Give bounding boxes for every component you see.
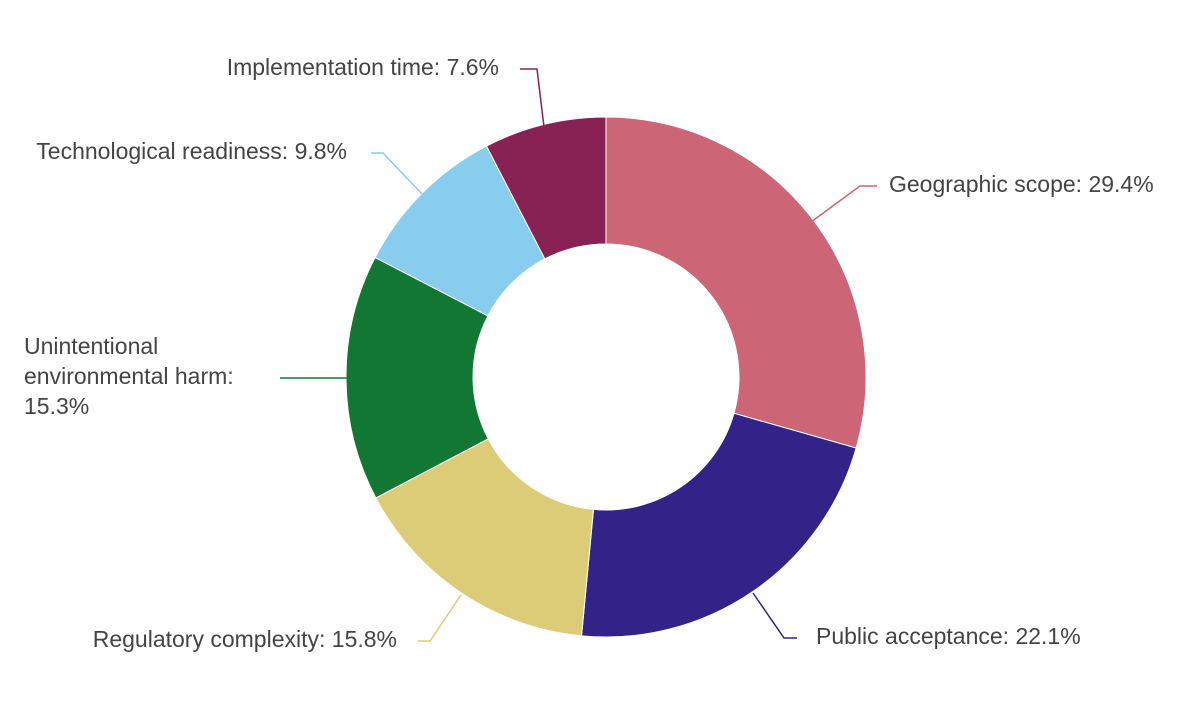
leader-line-regulatory-complexity bbox=[418, 594, 462, 642]
slice-geographic-scope[interactable] bbox=[605, 116, 867, 449]
leader-line-geographic-scope bbox=[810, 185, 877, 223]
leader-line-technological-readiness bbox=[371, 152, 423, 195]
label-technological-readiness: Technological readiness: 9.8% bbox=[36, 138, 347, 164]
label-implementation-time: Implementation time: 7.6% bbox=[227, 54, 499, 80]
slice-public-acceptance[interactable] bbox=[580, 412, 857, 638]
slice-regulatory-complexity[interactable] bbox=[375, 438, 595, 637]
slices-layer bbox=[345, 116, 867, 638]
slice-unintentional-environmental-harm[interactable] bbox=[345, 256, 489, 499]
leader-lines-layer bbox=[280, 68, 877, 642]
leader-line-implementation-time bbox=[520, 68, 545, 128]
labels-layer: Geographic scope: 29.4% Public acceptance… bbox=[24, 54, 1154, 652]
label-geographic-scope: Geographic scope: 29.4% bbox=[889, 171, 1154, 197]
slice-implementation-time[interactable] bbox=[485, 116, 607, 260]
label-regulatory-complexity: Regulatory complexity: 15.8% bbox=[93, 626, 397, 652]
leader-line-public-acceptance bbox=[752, 592, 797, 639]
label-public-acceptance: Public acceptance: 22.1% bbox=[816, 623, 1081, 649]
label-unintentional-environmental-harm: Unintentional environmental harm: 15.3% bbox=[24, 333, 234, 419]
